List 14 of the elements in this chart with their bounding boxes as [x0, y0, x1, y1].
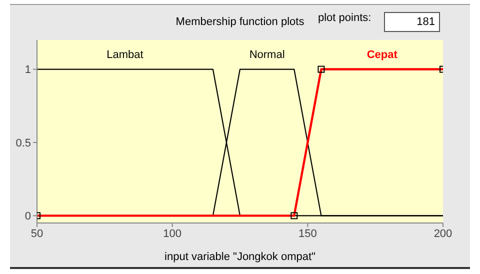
y-tick-label: 0: [24, 210, 31, 223]
chart-title: Membership function plots: [176, 16, 304, 28]
x-tick-label: 200: [434, 228, 452, 240]
y-tick-label: 1: [24, 64, 31, 76]
x-tick-label: 50: [30, 228, 44, 240]
series-label: Normal: [249, 49, 285, 61]
series-label: Cepat: [366, 49, 398, 61]
plot-points-field: 181: [384, 12, 440, 32]
y-tick-label: 0.5: [16, 137, 31, 150]
x-tick-label: 100: [163, 228, 182, 240]
text: plot points:: [318, 12, 372, 24]
series-label: Lambat: [106, 49, 144, 61]
x-tick-label: 150: [298, 228, 317, 240]
x-axis-title: input variable "Jongkok ompat": [164, 251, 316, 263]
